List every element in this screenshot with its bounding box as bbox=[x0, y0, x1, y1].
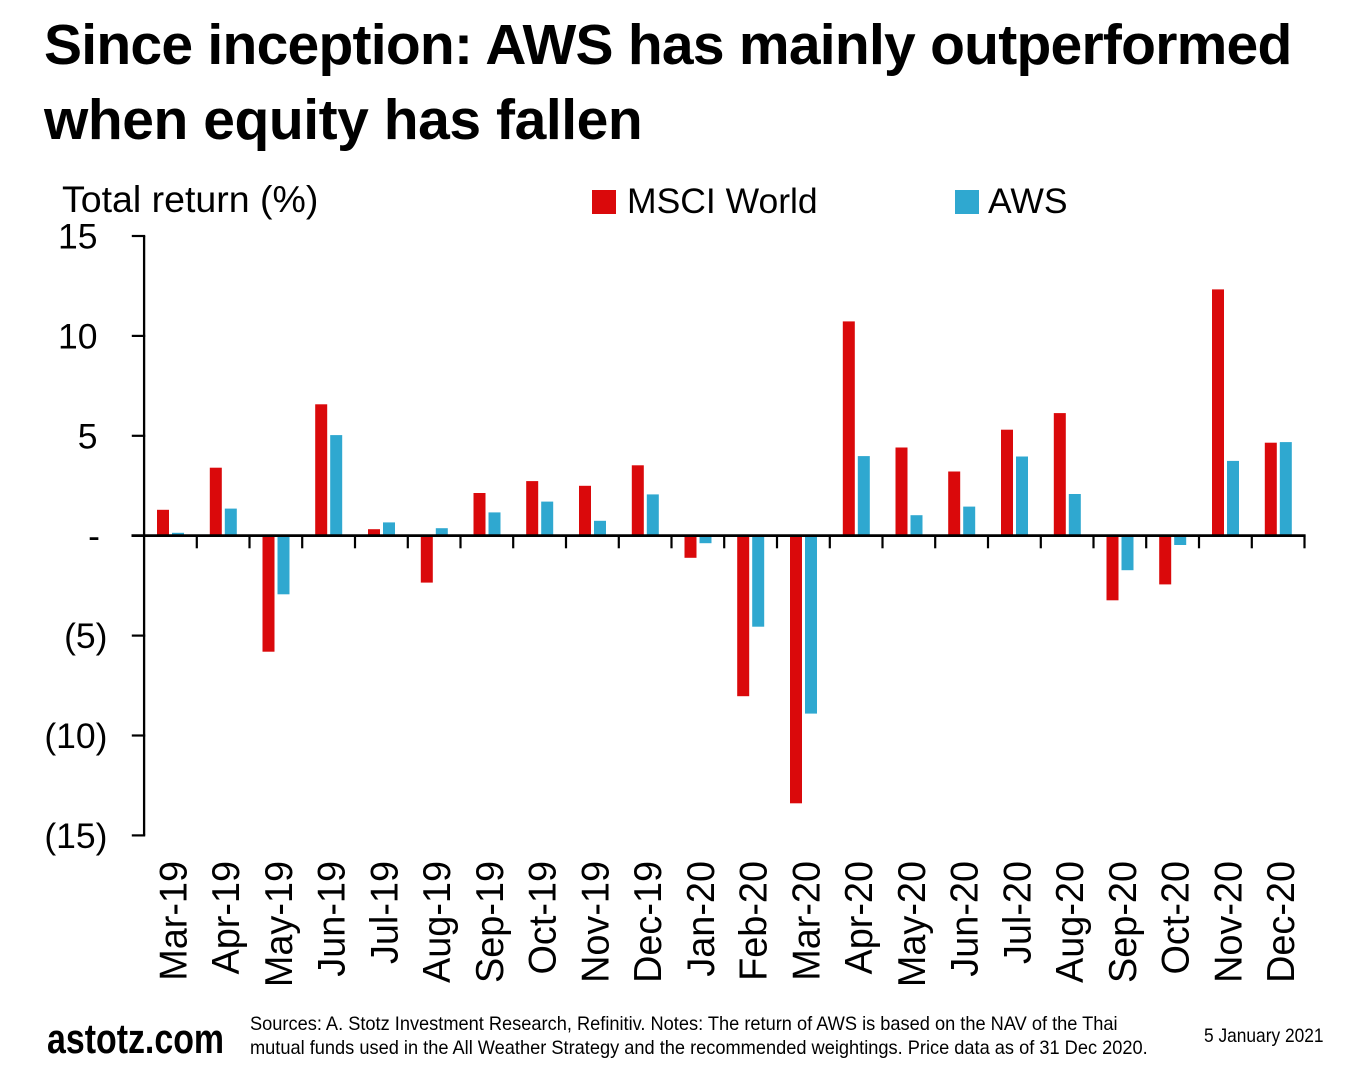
svg-text:Sep-20: Sep-20 bbox=[1101, 861, 1145, 983]
svg-text:(10): (10) bbox=[44, 716, 107, 756]
svg-text:-: - bbox=[88, 516, 100, 556]
svg-text:May-19: May-19 bbox=[257, 861, 301, 987]
svg-text:May-20: May-20 bbox=[890, 861, 934, 987]
svg-text:Nov-20: Nov-20 bbox=[1207, 861, 1251, 983]
svg-text:Mar-20: Mar-20 bbox=[785, 861, 829, 981]
svg-text:Oct-19: Oct-19 bbox=[521, 861, 565, 974]
svg-text:Jun-19: Jun-19 bbox=[310, 861, 354, 977]
svg-text:Jul-20: Jul-20 bbox=[996, 861, 1040, 964]
svg-text:Apr-19: Apr-19 bbox=[205, 861, 249, 975]
svg-text:Jul-19: Jul-19 bbox=[363, 861, 407, 964]
svg-text:Dec-20: Dec-20 bbox=[1260, 861, 1304, 983]
svg-text:(15): (15) bbox=[44, 816, 107, 856]
svg-text:10: 10 bbox=[58, 316, 98, 356]
svg-text:Dec-19: Dec-19 bbox=[627, 861, 671, 983]
svg-text:Feb-20: Feb-20 bbox=[732, 861, 776, 981]
svg-text:Mar-19: Mar-19 bbox=[152, 861, 196, 981]
svg-text:Jan-20: Jan-20 bbox=[679, 861, 723, 977]
svg-text:Oct-20: Oct-20 bbox=[1154, 861, 1198, 974]
svg-text:Sep-19: Sep-19 bbox=[468, 861, 512, 983]
svg-text:5: 5 bbox=[78, 416, 98, 456]
svg-text:Jun-20: Jun-20 bbox=[943, 861, 987, 977]
svg-text:(5): (5) bbox=[64, 616, 107, 656]
svg-text:15: 15 bbox=[58, 217, 98, 257]
svg-text:Apr-20: Apr-20 bbox=[838, 861, 882, 975]
svg-text:Aug-20: Aug-20 bbox=[1049, 861, 1093, 983]
svg-text:Aug-19: Aug-19 bbox=[416, 861, 460, 983]
svg-text:Nov-19: Nov-19 bbox=[574, 861, 618, 983]
